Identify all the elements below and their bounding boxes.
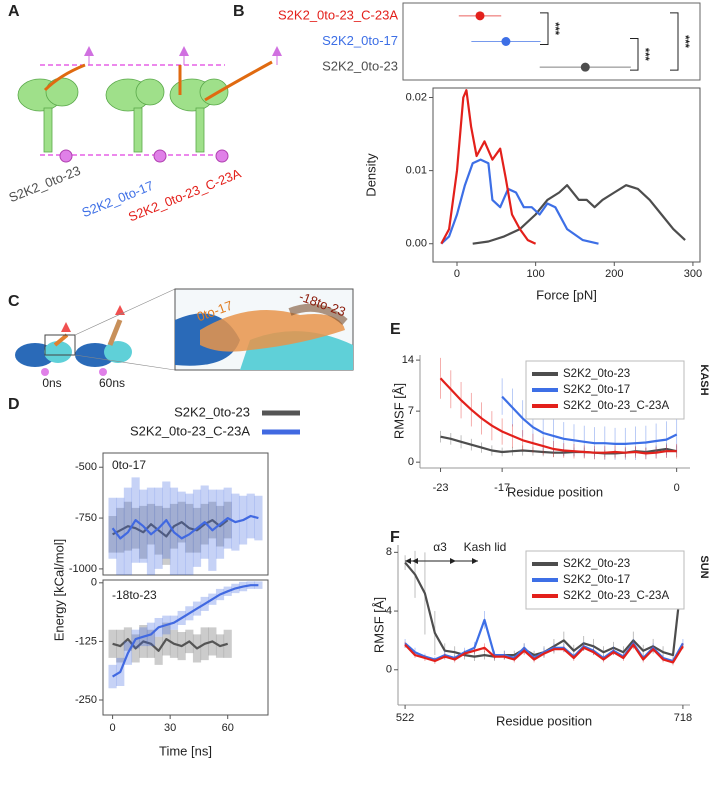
- series-line: [440, 89, 537, 245]
- plot-area: [404, 550, 684, 666]
- time-label: 60ns: [99, 376, 125, 390]
- x-axis-label: Time [ns]: [159, 743, 212, 758]
- panel-label: F: [390, 529, 400, 546]
- series-line: [472, 184, 686, 245]
- panel-label: B: [233, 3, 245, 20]
- y-tick-label: 0.01: [406, 165, 427, 177]
- legend-label: S2K2_0to-17: [563, 384, 630, 396]
- legend-label: S2K2_0to-23: [563, 558, 630, 570]
- y-tick-label: 0.02: [406, 91, 427, 103]
- panel-label: A: [8, 3, 20, 20]
- y-tick-label: -500: [75, 461, 97, 473]
- series-line: [440, 435, 677, 455]
- plot-area: [440, 89, 686, 245]
- series-line: [501, 395, 678, 445]
- y-tick-label: 14: [402, 354, 414, 366]
- side-label: KASH: [698, 364, 710, 395]
- legend-label: S2K2_0to-23: [174, 404, 250, 419]
- panel-label: E: [390, 321, 401, 338]
- side-label: SUN: [698, 555, 710, 578]
- y-tick-label: -250: [75, 694, 97, 706]
- x-tick-label: -17: [494, 482, 510, 494]
- plot-frame: [102, 579, 269, 716]
- structure-label: S2K2_0to-23: [7, 163, 83, 205]
- region-annotation: Kash lid: [464, 540, 507, 554]
- panel-annotation: 0to-17: [112, 458, 146, 472]
- significance-bracket: [540, 12, 549, 45]
- significance-bracket: [670, 12, 679, 71]
- plot-frame: [432, 87, 701, 263]
- x-tick-label: 300: [684, 268, 702, 280]
- x-tick-label: 522: [396, 712, 414, 724]
- plot-area: [439, 357, 678, 460]
- dot: [580, 62, 590, 72]
- series-line: [112, 638, 229, 652]
- y-tick-label: 0: [91, 577, 97, 589]
- series-line: [404, 643, 684, 664]
- y-axis-label: Energy [kCal/mol]: [51, 539, 66, 642]
- series-line: [439, 377, 677, 455]
- significance-label: ***: [639, 48, 651, 62]
- y-tick-label: -125: [75, 635, 97, 647]
- plot-area: [108, 581, 263, 689]
- series-line: [111, 514, 259, 540]
- plot-frame: [402, 2, 701, 81]
- panel-label: D: [8, 396, 20, 413]
- y-tick-label: 8: [386, 546, 392, 558]
- y-tick-label: -1000: [69, 563, 97, 575]
- x-tick-label: 718: [674, 712, 692, 724]
- x-axis-label: Residue position: [496, 713, 592, 728]
- legend-label: S2K2_0to-23_C-23A: [130, 423, 250, 438]
- plot-area: [108, 477, 263, 575]
- plot-frame: [102, 452, 269, 576]
- y-tick-label: 0: [386, 664, 392, 676]
- x-tick-label: 100: [526, 268, 544, 280]
- dot: [475, 11, 485, 21]
- legend-label: S2K2_0to-23_C-23A: [563, 400, 669, 412]
- y-tick-label: -750: [75, 512, 97, 524]
- time-label: 0ns: [42, 376, 61, 390]
- x-tick-label: 0: [454, 268, 460, 280]
- series-line: [112, 584, 259, 678]
- panel-annotation: -18to-23: [112, 588, 157, 602]
- panel-a-art: [17, 46, 282, 163]
- significance-label: ***: [549, 22, 561, 36]
- significance-bracket: [630, 38, 639, 71]
- series-line: [440, 158, 599, 245]
- region-annotation: α3: [433, 540, 447, 554]
- significance-label: ***: [679, 35, 691, 49]
- panel-c-art: [15, 288, 354, 376]
- x-tick-label: 0: [110, 722, 116, 734]
- y-axis-label: RMSF [Å]: [371, 597, 386, 653]
- legend-label: S2K2_0to-23_C-23A: [563, 590, 669, 602]
- y-axis-label: Density: [363, 153, 378, 197]
- y-tick-label: 4: [386, 605, 392, 617]
- category-label: S2K2_0to-17: [322, 33, 398, 48]
- y-axis-label: RMSF [Å]: [391, 383, 406, 439]
- panel-label: C: [8, 293, 20, 310]
- x-tick-label: 60: [222, 722, 234, 734]
- dot: [501, 37, 511, 46]
- legend-label: S2K2_0to-17: [563, 574, 630, 586]
- category-label: S2K2_0to-23: [322, 59, 398, 74]
- x-tick-label: 30: [164, 722, 176, 734]
- x-tick-label: -23: [433, 482, 449, 494]
- y-tick-label: 7: [408, 405, 414, 417]
- category-label: S2K2_0to-23_C-23A: [278, 7, 398, 22]
- x-axis-label: Force [pN]: [536, 287, 597, 302]
- x-axis-label: Residue position: [507, 484, 603, 499]
- x-tick-label: 200: [605, 268, 623, 280]
- y-tick-label: 0: [408, 456, 414, 468]
- y-tick-label: 0.00: [406, 238, 427, 250]
- legend-label: S2K2_0to-23: [563, 368, 630, 380]
- x-tick-label: 0: [674, 482, 680, 494]
